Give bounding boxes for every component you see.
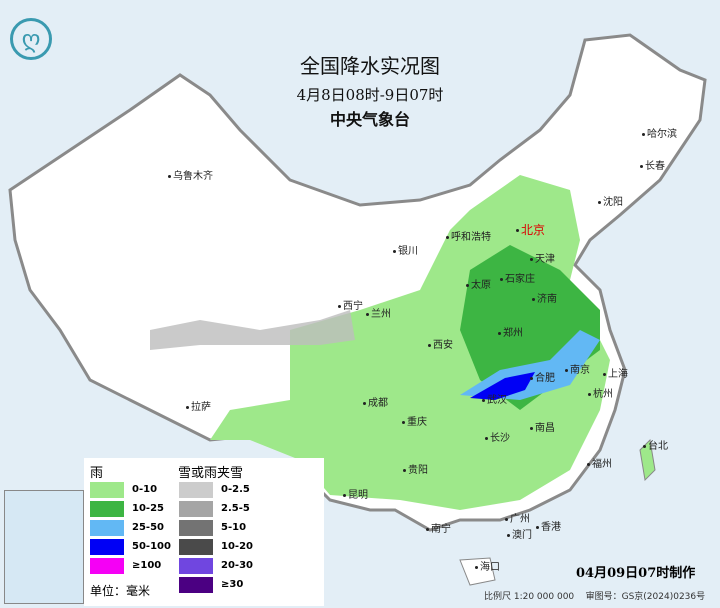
city-label: 香港 [536,518,561,533]
legend-swatch [179,558,213,574]
city-label: 兰州 [366,305,391,320]
scale: 比例尺 1:20 000 000 [484,592,575,602]
city-label: 南昌 [530,419,555,434]
legend-swatch [90,539,124,555]
legend-swatch [90,558,124,574]
legend-swatch [90,482,124,498]
city-label: 拉萨 [186,398,211,413]
city-label: 杭州 [588,385,613,400]
rain-25-50-region [460,330,600,400]
city-label: 合肥 [530,369,555,384]
review-number: 审图号：GS京(2024)0236号 [585,592,706,602]
legend: 雨 雪或雨夹雪 0-10 10-25 25-50 50-100 ≥100 0-2.5 2.5… [84,458,324,606]
south-china-sea-inset [4,490,84,604]
map-issuer: 中央气象台 [329,110,410,129]
city-label: 上海 [603,365,628,380]
city-label: 北京 [516,221,545,238]
legend-swatch [179,482,213,498]
city-label: 南宁 [426,520,451,535]
city-label: 长沙 [485,429,510,444]
city-label: 福州 [587,455,612,470]
legend-label: ≥100 [132,560,162,571]
legend-label: ≥30 [221,579,244,590]
legend-rain-title: 雨 [90,466,104,481]
legend-label: 10-25 [132,503,164,514]
city-label: 海口 [475,558,500,573]
city-label: 澳门 [507,526,532,541]
legend-swatch [179,539,213,555]
legend-label: 50-100 [132,541,171,552]
city-label: 沈阳 [598,193,623,208]
legend-label: 5-10 [221,522,247,533]
made-time: 04月09日07时制作 [576,566,696,581]
map-period: 4月8日08时-9日07时 [296,86,444,104]
city-label: 乌鲁木齐 [168,167,213,182]
legend-label: 25-50 [132,522,164,533]
city-label: 呼和浩特 [446,228,491,243]
legend-swatch [90,501,124,517]
city-label: 西安 [428,336,453,351]
legend-label: 2.5-5 [221,503,250,514]
city-label: 贵阳 [403,461,428,476]
city-label: 重庆 [402,413,427,428]
legend-label: 0-10 [132,484,158,495]
city-label: 石家庄 [500,270,535,285]
city-label: 济南 [532,290,557,305]
snow-region [150,310,355,350]
scale-text: 比例尺 1:20 000 000 审图号：GS京(2024)0236号 [484,589,705,602]
legend-label: 0-2.5 [221,484,250,495]
city-label: 西宁 [338,297,363,312]
city-label: 太原 [466,276,491,291]
city-label: 昆明 [343,486,368,501]
legend-snow-title: 雪或雨夹雪 [178,466,244,481]
city-label: 南京 [565,361,590,376]
legend-label: 10-20 [221,541,253,552]
legend-swatch [179,520,213,536]
city-label: 哈尔滨 [642,125,677,140]
city-label: 银川 [393,242,418,257]
city-label: 天津 [530,250,555,265]
city-label: 成都 [363,394,388,409]
legend-swatch [179,577,213,593]
cma-logo: ღ [10,18,52,60]
city-label: 长春 [640,157,665,172]
city-label: 广州 [505,510,530,525]
legend-unit: 单位：毫米 [90,584,151,598]
city-label: 郑州 [498,324,523,339]
map-title: 全国降水实况图 [300,54,440,78]
legend-swatch [179,501,213,517]
legend-swatch [90,520,124,536]
legend-label: 20-30 [221,560,253,571]
city-label: 武汉 [482,391,507,406]
city-label: 台北 [643,437,668,452]
